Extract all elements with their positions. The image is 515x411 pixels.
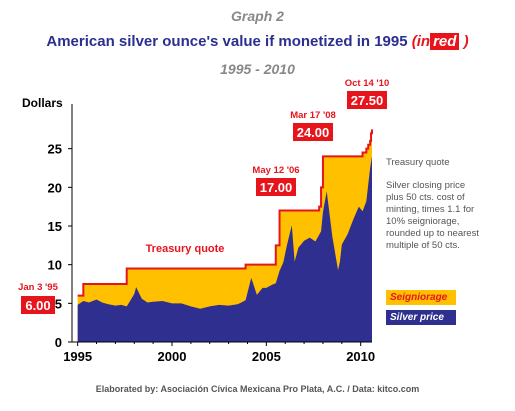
y-tick-label: 25 xyxy=(48,142,62,157)
y-tick-label: 0 xyxy=(55,335,62,350)
annotation-value: 17.00 xyxy=(260,180,293,195)
title-paren-close: ) xyxy=(459,33,469,50)
annotation-value: 6.00 xyxy=(25,298,50,313)
y-tick-label: 10 xyxy=(48,258,62,273)
x-tick-label: 2010 xyxy=(346,349,375,364)
note-line: Silver closing price xyxy=(386,180,466,191)
chart-subtitle: 1995 - 2010 xyxy=(220,61,295,77)
legend-silver-price: Silver price xyxy=(386,310,456,325)
note-line: rounded up to nearest xyxy=(386,228,479,239)
note-line: minting, times 1.1 for xyxy=(386,204,475,215)
treasury-line-label: Treasury quote xyxy=(146,243,225,255)
annotation-box xyxy=(256,178,296,196)
annotation-box xyxy=(293,123,333,141)
y-tick-label: 5 xyxy=(55,296,62,311)
annotation-box xyxy=(21,296,55,314)
silver-price-area xyxy=(77,156,373,342)
treasury-quote-line xyxy=(77,129,373,297)
title-paren-open: (in xyxy=(411,33,431,50)
annotation-date: May 12 '06 xyxy=(252,165,299,176)
title-main: American silver ounce's value if monetiz… xyxy=(46,33,412,50)
y-axis-label: Dollars xyxy=(22,96,63,110)
chart-title: American silver ounce's value if monetiz… xyxy=(0,33,515,50)
note-line: multiple of 50 cts. xyxy=(386,240,460,251)
x-tick-label: 1995 xyxy=(63,349,92,364)
note-line: plus 50 cts. cost of xyxy=(386,192,465,203)
y-tick-label: 15 xyxy=(48,219,62,234)
x-tick-label: 2005 xyxy=(252,349,281,364)
x-tick-label: 2000 xyxy=(158,349,187,364)
footer-credit: Elaborated by: Asociación Cívica Mexican… xyxy=(95,384,420,394)
treasury-note-description: Silver closing price plus 50 cts. cost o… xyxy=(386,180,479,252)
annotation-date: Mar 17 '08 xyxy=(290,110,336,121)
treasury-note-heading: Treasury quote xyxy=(386,157,450,168)
y-tick-label: 20 xyxy=(48,180,62,195)
title-red-word: red xyxy=(430,33,460,50)
note-line: 10% seigniorage, xyxy=(386,216,460,227)
annotation-value: 24.00 xyxy=(297,125,330,140)
annotation-date: Oct 14 '10 xyxy=(345,78,390,89)
annotation-date: Jan 3 '95 xyxy=(18,282,58,293)
legend-seigniorage: Seigniorage xyxy=(386,290,456,305)
annotation-box xyxy=(347,91,387,109)
annotation-value: 27.50 xyxy=(351,93,384,108)
graph-number: Graph 2 xyxy=(231,8,284,24)
